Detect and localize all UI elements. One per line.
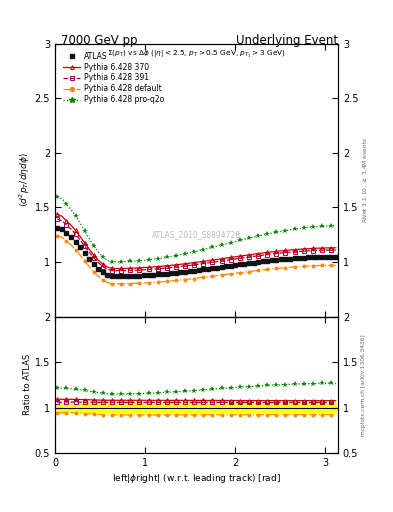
Text: ATLAS_2010_S8894728: ATLAS_2010_S8894728 [152, 230, 241, 239]
Text: Underlying Event: Underlying Event [236, 34, 338, 47]
X-axis label: left$|\phi$right$|$ (w.r.t. leading track) [rad]: left$|\phi$right$|$ (w.r.t. leading trac… [112, 472, 281, 485]
Legend: ATLAS, Pythia 6.428 370, Pythia 6.428 391, Pythia 6.428 default, Pythia 6.428 pr: ATLAS, Pythia 6.428 370, Pythia 6.428 39… [62, 50, 165, 106]
Text: 7000 GeV pp: 7000 GeV pp [61, 34, 138, 47]
Text: $\Sigma(p_T)$ vs $\Delta\phi$ ($|\eta| < 2.5$, $p_T > 0.5$ GeV, $p_{T_1} > 3$ Ge: $\Sigma(p_T)$ vs $\Delta\phi$ ($|\eta| <… [107, 49, 286, 60]
Y-axis label: $\langle d^2 p_T / d\eta d\phi \rangle$: $\langle d^2 p_T / d\eta d\phi \rangle$ [17, 153, 32, 207]
Y-axis label: Ratio to ATLAS: Ratio to ATLAS [23, 354, 32, 415]
Y-axis label: Rivet 3.1.10, $\geq$ 3.4M events: Rivet 3.1.10, $\geq$ 3.4M events [361, 137, 369, 223]
Y-axis label: mcplots.cern.ch [arXiv:1306.3436]: mcplots.cern.ch [arXiv:1306.3436] [361, 334, 366, 436]
